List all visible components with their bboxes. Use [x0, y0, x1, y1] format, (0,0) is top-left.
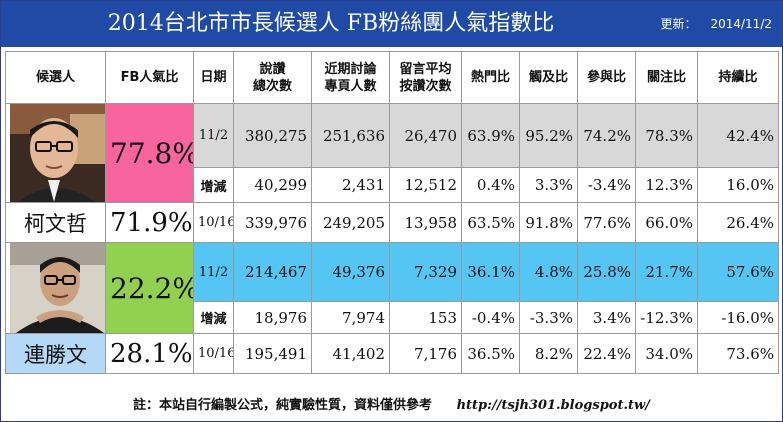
cell-talking: 49,376	[311, 241, 390, 303]
fb-ratio-previous-ko: 71.9%	[105, 202, 194, 243]
cell-talking: 2,431	[311, 167, 390, 203]
col-header-hot: 熱門比	[461, 51, 520, 104]
col-header-reach: 觸及比	[519, 51, 578, 104]
cell-date: 增減	[193, 167, 234, 203]
fb-ratio-previous-lien: 28.1%	[105, 333, 194, 374]
cell-likes: 339,976	[233, 202, 312, 243]
cell-attention: 66.0%	[635, 202, 698, 243]
update-date: 2014/11/2	[710, 17, 772, 31]
cell-avg-comment-likes: 7,176	[389, 333, 462, 374]
table-row: 增減 18,976 7,974 153 -0.4% -3.3% 3.4% -12…	[6, 301, 779, 334]
title-bar: 2014台北市市長候選人 FB粉絲團人氣指數比 更新： 2014/11/2	[1, 1, 782, 47]
cell-engage: 77.6%	[577, 202, 636, 243]
col-header-attention: 關注比	[635, 51, 698, 104]
cell-engage: 3.4%	[577, 301, 636, 334]
candidate-name-lien: 連勝文	[5, 333, 106, 374]
cell-likes: 18,976	[233, 301, 312, 334]
avatar-lien	[5, 242, 106, 334]
col-header-avg-comment-likes: 留言平均 按讚次數	[389, 51, 462, 104]
cell-reach: 3.3%	[519, 167, 578, 203]
cell-reach: 4.8%	[519, 241, 578, 303]
cell-engage: 74.2%	[577, 102, 636, 169]
footer-note-text: 註：本站自行編製公式，純實驗性質，資料僅供參考	[133, 398, 433, 413]
col-header-avg-text: 留言平均 按讚次數	[399, 61, 452, 94]
col-header-engage: 參與比	[577, 51, 636, 104]
update-info: 更新： 2014/11/2	[646, 1, 772, 47]
col-header-fb-ratio: FB人氣比	[105, 51, 194, 104]
cell-hot: -0.4%	[461, 301, 520, 334]
table-row: 22.2% 11/2 214,467 49,376 7,329 36.1% 4.…	[5, 241, 779, 334]
stats-table: 候選人 FB人氣比 日期 說讚 總次數 近期討論 專頁人數 留言平均 按讚次數 …	[5, 51, 779, 374]
blog-url-link[interactable]: http://tsjh301.blogspot.tw/	[456, 398, 650, 413]
cell-sustain: 16.0%	[697, 167, 779, 203]
cell-likes: 214,467	[233, 241, 312, 303]
cell-attention: -12.3%	[635, 301, 698, 334]
cell-date: 11/2	[193, 102, 234, 169]
fb-ratio-current-lien: 22.2%	[105, 242, 194, 334]
cell-attention: 12.3%	[635, 167, 698, 203]
cell-talking: 251,636	[311, 102, 390, 169]
col-header-date: 日期	[193, 51, 234, 104]
cell-talking: 7,974	[311, 301, 390, 334]
cell-hot: 63.9%	[461, 102, 520, 169]
cell-avg-comment-likes: 7,329	[389, 241, 462, 303]
cell-hot: 36.1%	[461, 241, 520, 303]
col-header-candidate: 候選人	[5, 51, 106, 104]
cell-hot: 36.5%	[461, 333, 520, 374]
candidate-name-ko: 柯文哲	[5, 202, 106, 243]
avatar-ko	[5, 103, 106, 203]
col-header-sustain: 持續比	[697, 51, 779, 104]
cell-reach: 8.2%	[519, 333, 578, 374]
table-row: 77.8% 11/2 380,275 251,636 26,470 63.9% …	[5, 102, 779, 203]
cell-engage: 25.8%	[577, 241, 636, 303]
table-row: 連勝文 28.1% 10/16 195,491 41,402 7,176 36.…	[5, 333, 779, 374]
cell-talking: 249,205	[311, 202, 390, 243]
table-row: 增減 40,299 2,431 12,512 0.4% 3.3% -3.4% 1…	[6, 167, 779, 203]
col-header-likes-text: 說讚 總次數	[252, 61, 292, 94]
cell-likes: 195,491	[233, 333, 312, 374]
cell-sustain: -16.0%	[697, 301, 779, 334]
cell-engage: -3.4%	[577, 167, 636, 203]
header-row: 候選人 FB人氣比 日期 說讚 總次數 近期討論 專頁人數 留言平均 按讚次數 …	[5, 51, 779, 104]
cell-reach: 95.2%	[519, 102, 578, 169]
cell-avg-comment-likes: 13,958	[389, 202, 462, 243]
cell-sustain: 57.6%	[697, 241, 779, 303]
cell-sustain: 73.6%	[697, 333, 779, 374]
cell-avg-comment-likes: 12,512	[389, 167, 462, 203]
update-label: 更新：	[660, 17, 697, 31]
cell-avg-comment-likes: 26,470	[389, 102, 462, 169]
fb-ratio-current-ko: 77.8%	[105, 103, 194, 203]
cell-attention: 78.3%	[635, 102, 698, 169]
page-title: 2014台北市市長候選人 FB粉絲團人氣指數比	[107, 11, 555, 36]
col-header-talking: 近期討論 專頁人數	[311, 51, 390, 104]
cell-engage: 22.4%	[577, 333, 636, 374]
cell-likes: 40,299	[233, 167, 312, 203]
cell-date: 增減	[193, 301, 234, 334]
cell-hot: 0.4%	[461, 167, 520, 203]
cell-talking: 41,402	[311, 333, 390, 374]
cell-date: 10/16	[193, 333, 234, 374]
footer-note: 註：本站自行編製公式，純實驗性質，資料僅供參考 http://tsjh301.b…	[5, 394, 778, 418]
cell-likes: 380,275	[233, 102, 312, 169]
cell-attention: 21.7%	[635, 241, 698, 303]
portrait-ko-icon	[10, 104, 105, 202]
cell-sustain: 26.4%	[697, 202, 779, 243]
portrait-lien-icon	[10, 243, 105, 333]
cell-avg-comment-likes: 153	[389, 301, 462, 334]
cell-hot: 63.5%	[461, 202, 520, 243]
table-row: 柯文哲 71.9% 10/16 339,976 249,205 13,958 6…	[5, 202, 779, 243]
cell-reach: -3.3%	[519, 301, 578, 334]
cell-date: 10/16	[193, 202, 234, 243]
col-header-talking-text: 近期討論 專頁人數	[324, 61, 377, 94]
cell-attention: 34.0%	[635, 333, 698, 374]
cell-date: 11/2	[193, 241, 234, 303]
cell-sustain: 42.4%	[697, 102, 779, 169]
cell-reach: 91.8%	[519, 202, 578, 243]
col-header-likes: 說讚 總次數	[233, 51, 312, 104]
